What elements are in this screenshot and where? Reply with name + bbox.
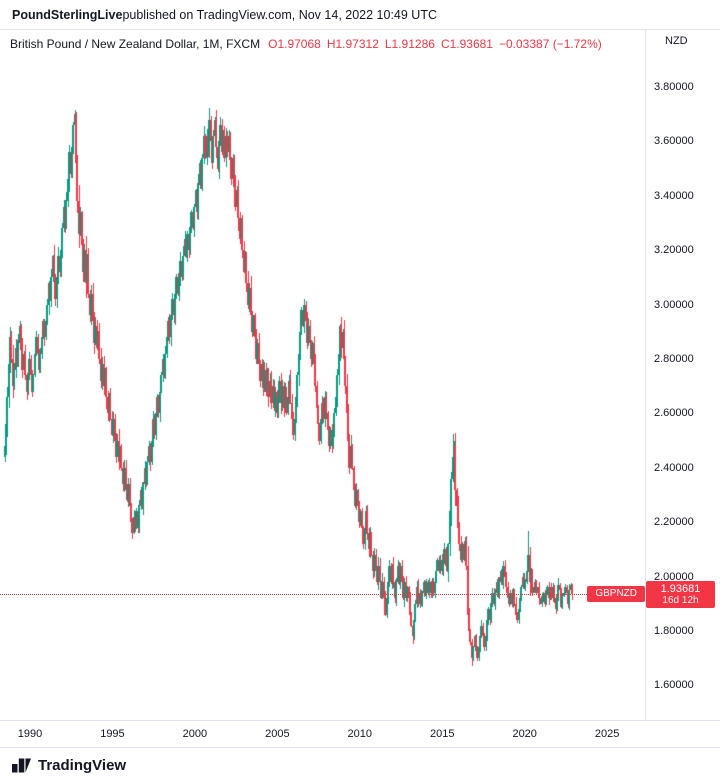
price-tick: 2.60000 xyxy=(654,407,694,420)
price-tick: 3.00000 xyxy=(654,298,694,311)
price-tick: 2.40000 xyxy=(654,461,694,474)
time-axis[interactable]: 1990 1995 2000 2005 2010 2015 2020 2025 xyxy=(0,720,720,748)
price-tick: 3.80000 xyxy=(654,81,694,93)
price-tick: 3.40000 xyxy=(654,189,694,202)
time-tick: 2010 xyxy=(347,728,373,740)
price-tick: 1.80000 xyxy=(654,625,694,637)
price-tick: 1.60000 xyxy=(654,679,694,692)
symbol-price-label: GBPNZD xyxy=(587,586,645,602)
axis-currency-label: NZD xyxy=(665,35,688,47)
snapshot-header: PoundSterlingLive published on TradingVi… xyxy=(0,0,720,30)
chart-pane[interactable]: British Pound / New Zealand Dollar, 1M, … xyxy=(0,30,646,720)
price-tick: 2.20000 xyxy=(654,516,694,529)
price-tick: 2.80000 xyxy=(654,353,694,365)
snapshot-footer: TradingView xyxy=(0,748,720,783)
price-tick: 3.20000 xyxy=(654,244,694,257)
tradingview-brand-link[interactable]: TradingView xyxy=(38,757,127,774)
time-tick: 2025 xyxy=(594,728,620,740)
chart-legend: British Pound / New Zealand Dollar, 1M, … xyxy=(10,37,602,51)
change-value: −0.03387 (−1.72%) xyxy=(498,37,602,51)
chart-widget: British Pound / New Zealand Dollar, 1M, … xyxy=(0,30,720,748)
candlestick-canvas[interactable] xyxy=(0,30,646,720)
current-price-line xyxy=(0,594,645,595)
price-tick: 2.00000 xyxy=(654,570,694,583)
time-tick: 2000 xyxy=(182,728,208,740)
tradingview-logo-icon xyxy=(12,758,31,773)
time-tick: 2005 xyxy=(265,728,290,740)
price-axis-badge: 1.93681 16d 12h xyxy=(646,581,715,608)
time-tick: 2015 xyxy=(430,728,455,740)
ohlc-close: C1.93681 xyxy=(440,37,493,51)
price-tick: 3.60000 xyxy=(654,135,694,148)
ohlc-low: L1.91286 xyxy=(384,37,435,51)
bar-countdown: 16d 12h xyxy=(662,595,699,606)
price-axis[interactable]: NZD 3.80000 3.60000 3.40000 3.20000 3.00000 2… xyxy=(647,30,720,720)
time-tick: 1995 xyxy=(100,728,125,740)
time-tick: 2020 xyxy=(512,728,537,740)
ohlc-open: O1.97068 xyxy=(268,37,321,51)
time-tick: 1990 xyxy=(17,728,43,740)
ohlc-high: H1.97312 xyxy=(326,37,379,51)
publisher-name: PoundSterlingLive xyxy=(12,7,123,22)
last-price-value: 1.93681 xyxy=(660,583,701,595)
publish-info: published on TradingView.com, Nov 14, 20… xyxy=(122,7,437,22)
symbol-title: British Pound / New Zealand Dollar, 1M, … xyxy=(10,37,261,51)
